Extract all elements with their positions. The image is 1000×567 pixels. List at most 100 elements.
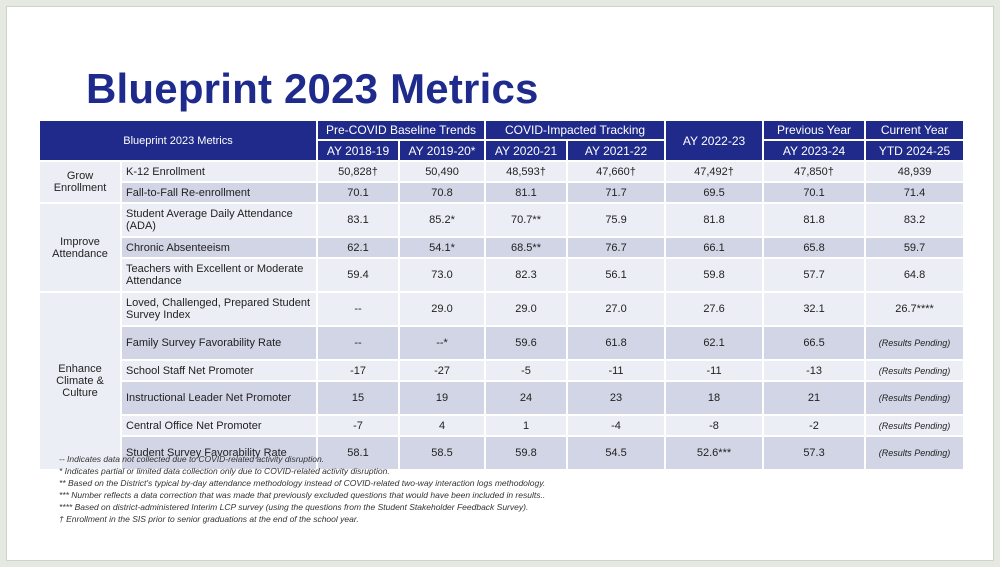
year-header: AY 2018-19 [316, 139, 401, 162]
table-row: Chronic Absenteeism 62.1 54.1* 68.5** 76.7 66… [39, 236, 966, 259]
value-cell: 85.2* [398, 202, 487, 238]
value-cell: 57.7 [762, 257, 867, 293]
value-cell: 70.7** [484, 202, 569, 238]
footnote: * Indicates partial or limited data coll… [59, 466, 390, 476]
value-cell: 66.5 [762, 325, 867, 361]
slide: Blueprint 2023 Metrics Blueprint 2023 Me… [6, 6, 994, 561]
metric-name: School Staff Net Promoter [119, 359, 319, 382]
year-header: AY 2020-21 [484, 139, 569, 162]
metrics-table: Blueprint 2023 Metrics Pre-COVID Baselin… [37, 119, 966, 471]
metric-name: Family Survey Favorability Rate [119, 325, 319, 361]
value-cell: 21 [762, 380, 867, 416]
value-cell: 1 [484, 414, 569, 437]
value-cell: (Results Pending) [864, 359, 966, 382]
value-cell: 26.7**** [864, 291, 966, 327]
metric-name: Student Survey Favorability Rate [119, 435, 319, 471]
value-cell: 75.9 [566, 202, 667, 238]
group-label: Improve Attendance [38, 202, 122, 293]
value-cell: -11 [664, 359, 765, 382]
table-row: Student Survey Favorability Rate 58.1 58.5… [39, 435, 966, 471]
title: Blueprint 2023 Metrics [86, 65, 539, 112]
value-cell: -17 [316, 359, 401, 382]
value-cell: 19 [398, 380, 487, 416]
value-cell: 27.6 [664, 291, 765, 327]
value-cell: 59.8 [664, 257, 765, 293]
value-cell: 62.1 [664, 325, 765, 361]
table-row: Teachers with Excellent or Moderate Atte… [39, 257, 966, 293]
value-cell: -27 [398, 359, 487, 382]
value-cell: 73.0 [398, 257, 487, 293]
value-cell: 70.1 [316, 181, 401, 204]
value-cell: --* [398, 325, 487, 361]
footnote: **** Based on district-administered Inte… [59, 502, 529, 512]
group-label: Grow Enrollment [38, 160, 122, 204]
value-cell: 65.8 [762, 236, 867, 259]
footnote: ** Based on the District's typical by-da… [59, 478, 546, 488]
value-cell: 59.8 [484, 435, 569, 471]
header-cell: COVID-Impacted Tracking [484, 119, 667, 141]
value-cell: 81.1 [484, 181, 569, 204]
value-cell: 59.6 [484, 325, 569, 361]
value-cell: (Results Pending) [864, 414, 966, 437]
table-row: Central Office Net Promoter -7 4 1 -4 -8 -2 (Re… [39, 414, 966, 437]
value-cell: 47,850† [762, 160, 867, 183]
value-cell: 18 [664, 380, 765, 416]
value-cell: 56.1 [566, 257, 667, 293]
value-cell: 57.3 [762, 435, 867, 471]
metric-name: Student Average Daily Attendance (ADA) [119, 202, 319, 238]
value-cell: 71.4 [864, 181, 966, 204]
value-cell: 70.8 [398, 181, 487, 204]
metric-name: Instructional Leader Net Promoter [119, 380, 319, 416]
value-cell: 29.0 [484, 291, 569, 327]
value-cell: 54.5 [566, 435, 667, 471]
value-cell: 83.2 [864, 202, 966, 238]
value-cell: 32.1 [762, 291, 867, 327]
value-cell: 52.6*** [664, 435, 765, 471]
year-header: YTD 2024-25 [864, 139, 966, 162]
value-cell: -2 [762, 414, 867, 437]
value-cell: -- [316, 325, 401, 361]
value-cell: 54.1* [398, 236, 487, 259]
value-cell: -13 [762, 359, 867, 382]
value-cell: (Results Pending) [864, 435, 966, 471]
table-row: School Staff Net Promoter -17 -27 -5 -11 -11-… [39, 359, 966, 382]
year-header: AY 2021-22 [566, 139, 667, 162]
group-label: Enhance Climate & Culture [38, 291, 122, 471]
table-row: Improve Attendance Student Average Daily … [38, 202, 966, 293]
header-cell: AY 2022-23 [664, 119, 765, 162]
value-cell: 48,939 [864, 160, 966, 183]
table-row: Grow Enrollment K-12 Enrollment 50,828† 50,… [38, 160, 966, 204]
footnotes: -- Indicates data not collected due to C… [59, 453, 545, 525]
value-cell: 59.7 [864, 236, 966, 259]
value-cell: 61.8 [566, 325, 667, 361]
value-cell: 15 [316, 380, 401, 416]
value-cell: 27.0 [566, 291, 667, 327]
value-cell: 58.5 [398, 435, 487, 471]
value-cell: 76.7 [566, 236, 667, 259]
footnote: *** Number reflects a data correction th… [59, 490, 546, 500]
value-cell: 29.0 [398, 291, 487, 327]
year-header: AY 2019-20* [398, 139, 487, 162]
metric-name: Teachers with Excellent or Moderate Atte… [119, 257, 319, 293]
value-cell: 50,828† [316, 160, 401, 183]
value-cell: 70.1 [762, 181, 867, 204]
metric-name: Central Office Net Promoter [119, 414, 319, 437]
year-header: AY 2023-24 [762, 139, 867, 162]
footnote: -- Indicates data not collected due to C… [59, 454, 325, 464]
value-cell: 48,593† [484, 160, 569, 183]
table-row: Enhance Climate & Culture Loved, Challeng… [38, 291, 966, 471]
header-cell: Current Year [864, 119, 966, 141]
value-cell: 62.1 [316, 236, 401, 259]
metric-name: Chronic Absenteeism [119, 236, 319, 259]
metric-name: Fall-to-Fall Re-enrollment [119, 181, 319, 204]
value-cell: 81.8 [762, 202, 867, 238]
value-cell: 69.5 [664, 181, 765, 204]
value-cell: -11 [566, 359, 667, 382]
value-cell: -7 [316, 414, 401, 437]
footnote: † Enrollment in the SIS prior to senior … [59, 514, 359, 524]
table-row: Fall-to-Fall Re-enrollment 70.1 70.8 81.1 71… [39, 181, 966, 204]
value-cell: 68.5** [484, 236, 569, 259]
value-cell: 4 [398, 414, 487, 437]
value-cell: 50,490 [398, 160, 487, 183]
header-cell: Previous Year [762, 119, 867, 141]
